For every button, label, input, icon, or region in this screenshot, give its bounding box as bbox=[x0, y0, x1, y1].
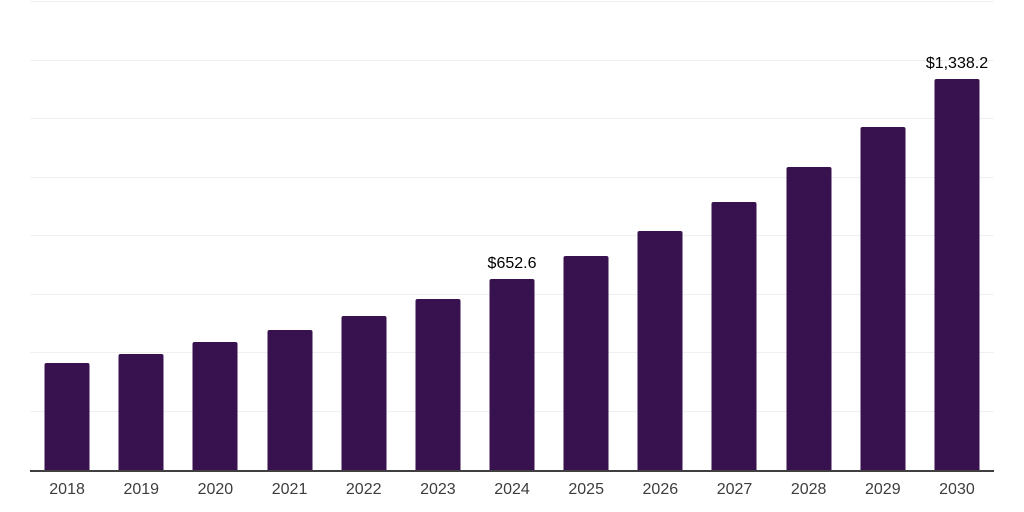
x-tick-label-2026: 2026 bbox=[642, 481, 679, 498]
bar-2025 bbox=[563, 256, 609, 470]
x-tick-label-2018: 2018 bbox=[49, 481, 85, 498]
gridline bbox=[30, 176, 994, 178]
bar-2026 bbox=[637, 231, 683, 470]
bar-slot bbox=[697, 2, 771, 470]
bar-2029 bbox=[860, 126, 906, 470]
bar-slot bbox=[178, 2, 252, 470]
bar-2019 bbox=[118, 354, 164, 470]
bar-value-label: $1,338.2 bbox=[925, 54, 989, 72]
bars-container: $652.6 $1,338.2 bbox=[30, 2, 994, 470]
bar-slot: $1,338.2 bbox=[920, 2, 994, 470]
x-tick-label-2027: 2027 bbox=[716, 481, 753, 498]
bar-2027 bbox=[711, 201, 757, 470]
bar-slot bbox=[772, 2, 846, 470]
gridline bbox=[30, 235, 994, 236]
bar-2030 bbox=[934, 78, 980, 470]
bar-slot bbox=[401, 2, 475, 470]
bar-value-label: $652.6 bbox=[487, 255, 537, 273]
bar-slot bbox=[104, 2, 178, 470]
x-tick-label-2025: 2025 bbox=[568, 481, 604, 498]
bar-slot bbox=[30, 2, 104, 470]
plot-area: $652.6 $1,338.2 bbox=[30, 1, 994, 472]
bar-2021 bbox=[267, 330, 313, 470]
bar-slot: $652.6 bbox=[475, 2, 549, 470]
bar-2024 bbox=[489, 279, 535, 470]
bar-2020 bbox=[192, 341, 238, 470]
bar-2022 bbox=[341, 315, 387, 470]
x-tick-label-2021: 2021 bbox=[271, 481, 308, 498]
bar-2023 bbox=[415, 298, 461, 470]
x-tick-label-2028: 2028 bbox=[790, 481, 827, 498]
bar-2018 bbox=[44, 363, 90, 470]
x-tick-label-2019: 2019 bbox=[123, 481, 160, 498]
gridline bbox=[30, 59, 994, 61]
bar-slot bbox=[327, 2, 401, 470]
x-tick-label-2022: 2022 bbox=[345, 481, 382, 498]
bar-slot bbox=[623, 2, 697, 470]
x-tick-label-2024: 2024 bbox=[494, 481, 530, 498]
x-tick-label-2030: 2030 bbox=[939, 481, 975, 498]
x-axis-labels: 2018 2019 2020 2021 2022 2023 2024 2025 2026 2027… bbox=[30, 472, 994, 499]
gridline bbox=[30, 1, 994, 2]
bar-slot bbox=[846, 2, 920, 470]
x-tick-label-2029: 2029 bbox=[865, 481, 901, 498]
x-tick-label-2023: 2023 bbox=[420, 481, 456, 498]
bar-slot bbox=[549, 2, 623, 470]
x-tick-label-2020: 2020 bbox=[197, 481, 234, 498]
bar-slot bbox=[252, 2, 326, 470]
bar-2028 bbox=[786, 166, 832, 470]
gridline bbox=[30, 118, 994, 119]
